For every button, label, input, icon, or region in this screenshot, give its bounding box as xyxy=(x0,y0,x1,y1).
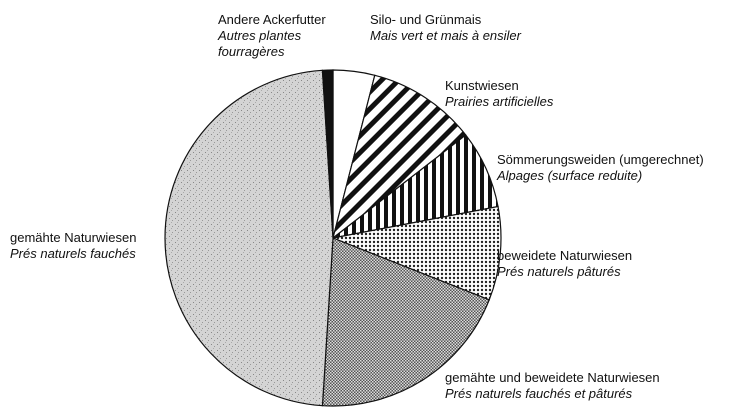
label-de: Andere Ackerfutter xyxy=(218,12,326,27)
label-de: gemähte und beweidete Naturwiesen xyxy=(445,370,660,385)
label-de: Silo- und Grünmais xyxy=(370,12,482,27)
slice-label: beweidete Naturwiesen Prés naturels pâtur… xyxy=(497,248,632,280)
pie-slice xyxy=(321,237,490,407)
pie-slice xyxy=(164,69,334,407)
label-fr: Prés naturels fauchés xyxy=(10,246,136,261)
slice-label: Kunstwiesen Prairies artificielles xyxy=(445,78,553,110)
slice-label: Sömmerungsweiden (umgerechnet) Alpages (s… xyxy=(497,152,704,184)
slice-label: Silo- und Grünmais Mais vert et mais à en… xyxy=(370,12,521,44)
label-fr: Autres plantes fourragères xyxy=(218,28,302,59)
slice-label: Andere Ackerfutter Autres plantes fourrag… xyxy=(218,12,328,60)
label-fr: Alpages (surface reduite) xyxy=(497,168,643,183)
pie-slice xyxy=(321,69,334,239)
label-fr: Mais vert et mais à ensiler xyxy=(370,28,521,43)
label-fr: Prairies artificielles xyxy=(445,94,554,109)
slice-label: gemähte und beweidete Naturwiesen Prés na… xyxy=(445,370,660,402)
label-de: beweidete Naturwiesen xyxy=(497,248,633,263)
label-de: Sömmerungsweiden (umgerechnet) xyxy=(497,152,704,167)
label-fr: Prés naturels fauchés et pâturés xyxy=(445,386,633,401)
pie-slice xyxy=(330,205,502,301)
pie-slice xyxy=(331,74,467,240)
label-de: Kunstwiesen xyxy=(445,78,519,93)
label-de: gemähte Naturwiesen xyxy=(10,230,137,245)
slice-label: gemähte Naturwiesen Prés naturels fauchés xyxy=(10,230,200,262)
label-fr: Prés naturels pâturés xyxy=(497,264,621,279)
